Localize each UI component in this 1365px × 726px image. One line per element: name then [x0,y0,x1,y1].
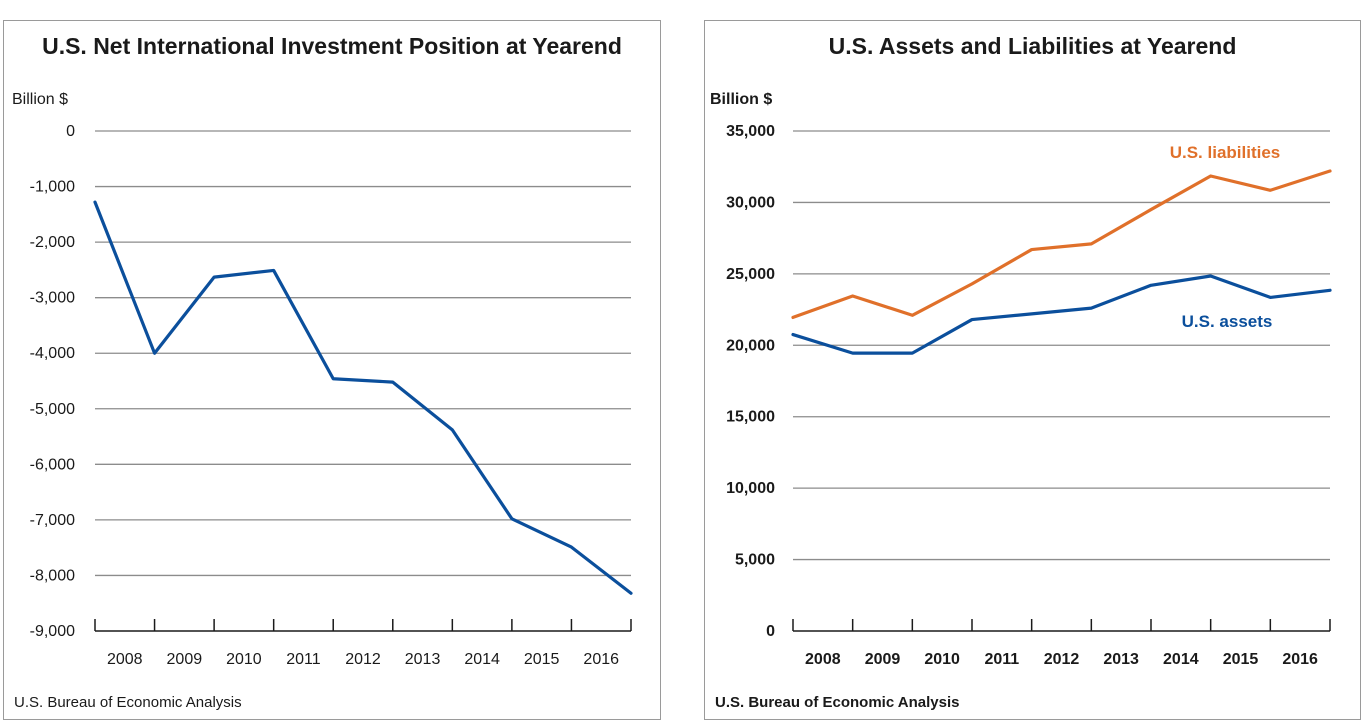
y-tick-label: -4,000 [30,345,75,362]
y-axis-unit-label: Billion $ [12,91,69,108]
series-label: U.S. assets [1182,312,1273,331]
chart-panel-assets-liabilities: U.S. Assets and Liabilities at Yearend B… [704,20,1361,720]
series-label: U.S. liabilities [1170,143,1281,162]
y-tick-label: 35,000 [726,123,775,140]
y-tick-label: -5,000 [30,401,75,418]
y-tick-label: 25,000 [726,266,775,283]
y-tick-label: -7,000 [30,512,75,529]
series-line [791,274,1332,355]
x-tick-label: 2016 [583,651,619,668]
chart-panel-net-position: U.S. Net International Investment Positi… [3,20,661,720]
x-tick-label: 2014 [464,651,500,668]
x-tick-label: 2010 [924,651,960,668]
y-tick-label: 5,000 [735,552,775,569]
x-tick-label: 2013 [1103,651,1139,668]
x-tick-label: 2014 [1163,651,1199,668]
assets-liabilities-line-chart: 35,000 30,000 25,000 20,000 15,000 10,000 5,00… [726,123,1332,668]
x-tick-label: 2016 [1282,651,1318,668]
y-tick-label: 0 [66,123,75,140]
y-tick-label: 20,000 [726,337,775,354]
source-note: U.S. Bureau of Economic Analysis [715,694,960,711]
x-tick-label: 2008 [107,651,143,668]
chart-title: U.S. Assets and Liabilities at Yearend [828,33,1237,59]
y-tick-label: -2,000 [30,234,75,251]
chart-title: U.S. Net International Investment Positi… [42,33,622,59]
x-tick-label: 2012 [345,651,381,668]
y-tick-label: -6,000 [30,456,75,473]
x-tick-label: 2013 [405,651,441,668]
y-tick-label: -3,000 [30,290,75,307]
x-tick-label: 2009 [167,651,203,668]
y-tick-label: -1,000 [30,179,75,196]
y-tick-label: -9,000 [30,623,75,640]
x-tick-label: 2010 [226,651,262,668]
x-tick-label: 2015 [524,651,560,668]
y-tick-label: 0 [766,623,775,640]
x-tick-label: 2012 [1044,651,1080,668]
y-tick-label: 15,000 [726,409,775,426]
y-tick-label: 30,000 [726,194,775,211]
x-tick-label: 2011 [984,651,1019,668]
source-note: U.S. Bureau of Economic Analysis [14,694,242,711]
y-axis-unit-label: Billion $ [710,91,773,108]
series-line [93,200,633,595]
y-tick-label: -8,000 [30,567,75,584]
y-tick-label: 10,000 [726,480,775,497]
x-tick-label: 2015 [1223,651,1259,668]
series-line [791,169,1332,320]
net-position-line-chart: 0 -1,000 -2,000 -3,000 -4,000 -5,000 -6,000 -7,… [30,123,633,668]
x-tick-label: 2008 [805,651,841,668]
x-tick-label: 2009 [865,651,901,668]
x-tick-label: 2011 [286,651,321,668]
